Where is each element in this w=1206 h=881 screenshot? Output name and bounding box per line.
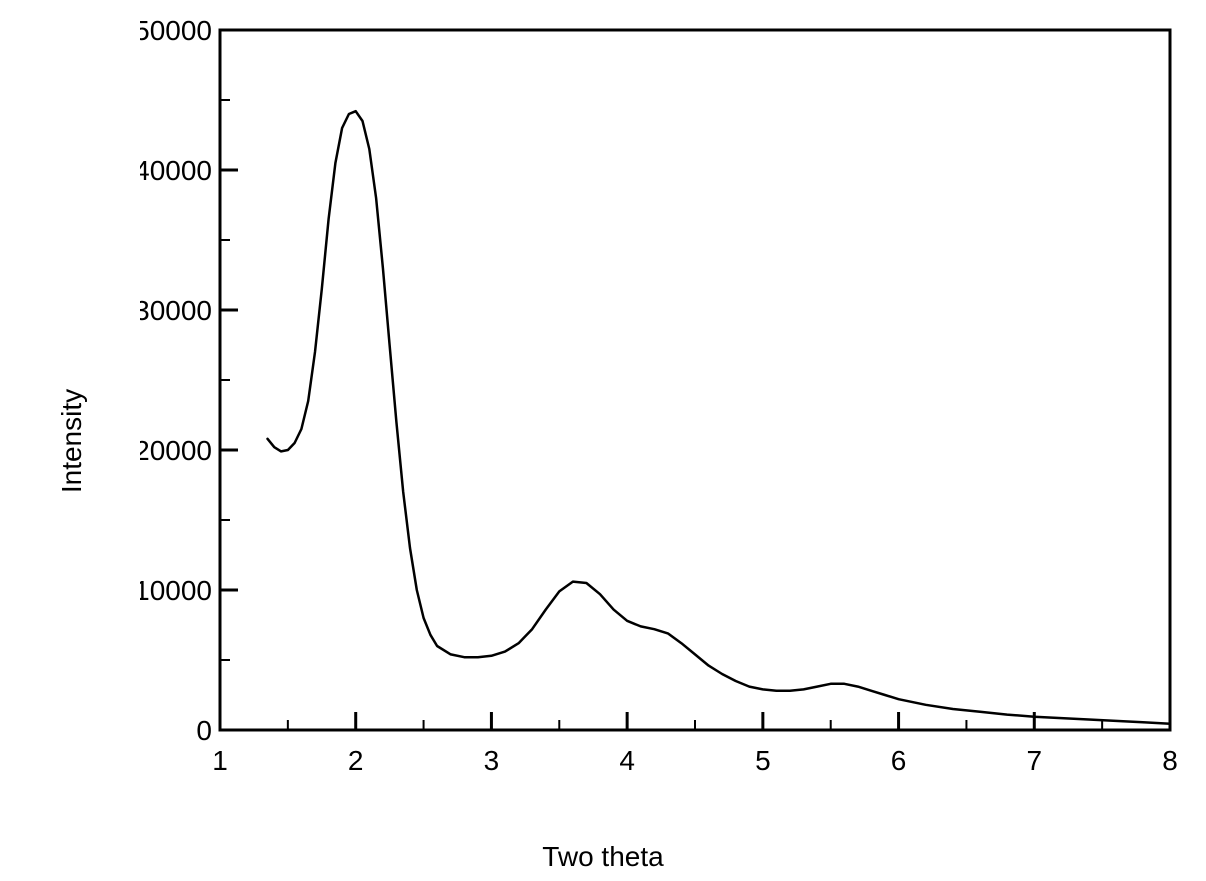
x-axis-label: Two theta	[542, 841, 663, 873]
svg-text:20000: 20000	[140, 435, 212, 466]
plot-area: 0 10000 20000 30000 40000 50000 1 2 3 4 5 6 7 8	[140, 10, 1180, 800]
svg-text:10000: 10000	[140, 575, 212, 606]
svg-text:2: 2	[348, 745, 364, 776]
svg-text:5: 5	[755, 745, 771, 776]
svg-text:30000: 30000	[140, 295, 212, 326]
svg-text:40000: 40000	[140, 155, 212, 186]
svg-text:50000: 50000	[140, 15, 212, 46]
svg-text:3: 3	[484, 745, 500, 776]
svg-text:1: 1	[212, 745, 228, 776]
svg-text:6: 6	[891, 745, 907, 776]
svg-text:8: 8	[1162, 745, 1178, 776]
svg-text:7: 7	[1026, 745, 1042, 776]
svg-text:4: 4	[619, 745, 635, 776]
xrd-line-chart: 0 10000 20000 30000 40000 50000 1 2 3 4 5 6 7 8	[140, 10, 1180, 800]
y-axis-label: Intensity	[56, 388, 88, 492]
chart-container: Intensity Two theta 0 10000 20000 30000 4000…	[0, 0, 1206, 881]
svg-text:0: 0	[196, 715, 212, 746]
